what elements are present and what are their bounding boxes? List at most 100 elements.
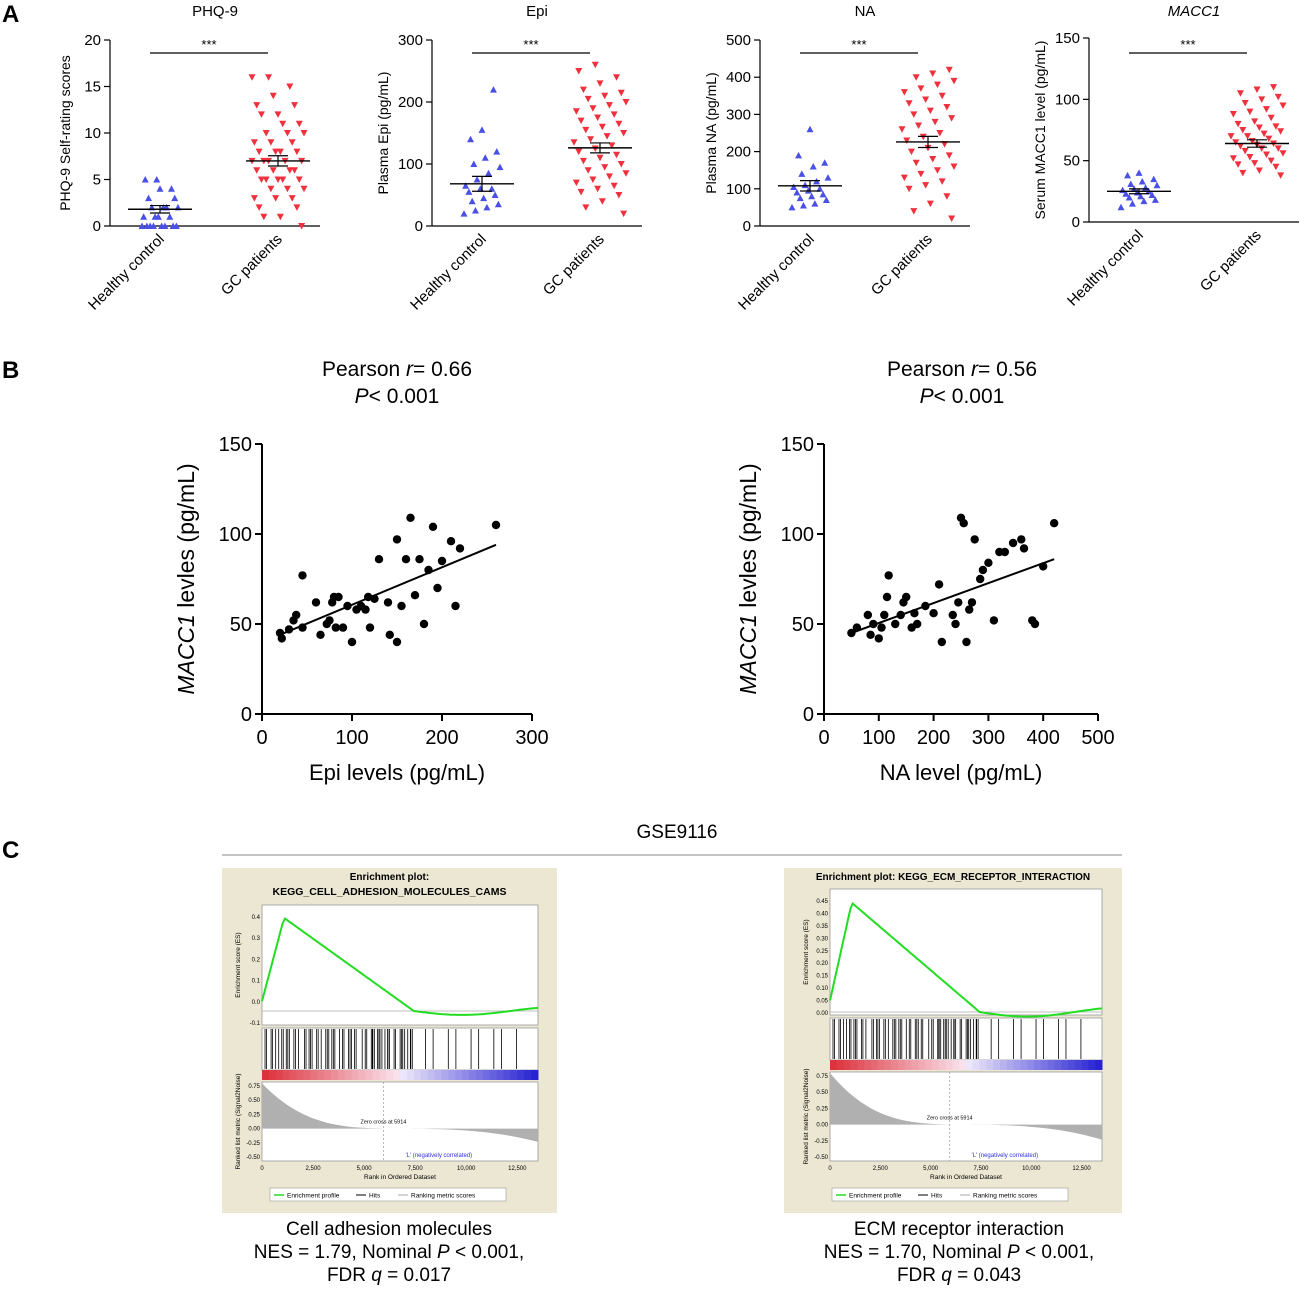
data-point (455, 544, 465, 553)
data-point (926, 107, 934, 115)
data-point (819, 190, 827, 198)
data-point (921, 601, 930, 611)
data-point (591, 61, 599, 69)
data-point (1236, 142, 1244, 150)
data-point (937, 637, 947, 647)
data-point (582, 126, 590, 134)
data-point (610, 182, 618, 190)
rank-tick-label: 12,500 (1072, 1166, 1091, 1172)
x-tick-label: 500 (1081, 727, 1114, 749)
data-point (900, 174, 908, 182)
data-point (615, 120, 623, 128)
data-point (1030, 619, 1040, 629)
data-point (598, 198, 606, 205)
x-category-label: GC patients (540, 231, 608, 299)
data-point (267, 185, 275, 193)
significance-label: *** (1180, 37, 1195, 52)
ranking-color-segment (289, 1070, 297, 1080)
panel-label-b: B (2, 357, 19, 384)
data-point (915, 122, 923, 130)
chart-title: NA (855, 3, 876, 20)
data-point (1153, 181, 1161, 189)
data-point (1142, 184, 1150, 191)
ranking-color-segment (1027, 1060, 1035, 1070)
y-tick-label: 0 (803, 704, 814, 726)
negative-correlation-label: 'L' (negatively correlated) (406, 1153, 473, 1159)
y-tick-label: 5 (93, 172, 101, 189)
y-axis-label: Serum MACC1 level (pg/mL) (1032, 41, 1048, 220)
data-point (158, 222, 166, 229)
data-point (1251, 118, 1259, 125)
data-point (572, 179, 580, 187)
data-point (151, 213, 159, 220)
data-point (325, 616, 334, 625)
data-point (424, 565, 433, 575)
data-point (298, 623, 307, 632)
ranking-color-segment (393, 1070, 401, 1080)
data-point (1148, 191, 1156, 199)
data-point (898, 126, 906, 133)
ranking-color-segment (864, 1060, 872, 1070)
data-point (605, 173, 613, 180)
data-point (311, 598, 321, 607)
enrichment-profile-line (829, 901, 1103, 1018)
data-point (415, 555, 424, 564)
legend-hits-label: Hits (931, 1193, 943, 1200)
data-point (467, 135, 475, 143)
data-point (790, 183, 798, 190)
data-point (1140, 197, 1148, 205)
es-tick-label: 0.40 (816, 911, 828, 917)
x-category-label: Healthy control (1064, 227, 1147, 310)
ranking-color-segment (434, 1070, 442, 1080)
p-value-label: P< 0.001 (355, 385, 440, 408)
gsea-caption-left: Cell adhesion molecules NES = 1.79, Nomi… (214, 1218, 564, 1287)
ranking-color-segment (1061, 1060, 1069, 1070)
ranking-metric-area (262, 1083, 538, 1142)
ranking-color-segment (830, 1060, 838, 1070)
y-axis-label: Plasma Epi (pg/mL) (375, 72, 391, 195)
ranking-color-segment (413, 1070, 422, 1080)
zero-cross-label: Zero cross at 5914 (361, 1120, 407, 1126)
data-point (601, 164, 609, 171)
data-point (959, 519, 968, 528)
data-point (811, 200, 819, 207)
data-point (1258, 145, 1266, 152)
data-point (866, 630, 875, 639)
data-point (896, 610, 905, 620)
dot-plot-a3: 0 100 200 300 400 500 NA Plasma NA (pg/mL) Healt… (703, 3, 970, 314)
zero-cross-label: Zero cross at 5914 (927, 1116, 973, 1122)
data-point (446, 537, 456, 546)
data-point (884, 571, 893, 580)
ranking-color-segment (510, 1070, 518, 1080)
data-point (1232, 139, 1240, 146)
data-point (1255, 124, 1263, 132)
ranking-color-segment (979, 1060, 987, 1070)
y-tick-label: 150 (219, 434, 252, 456)
ranking-color-segment (337, 1070, 346, 1080)
ranking-color-segment (918, 1060, 926, 1070)
rank-axis-label: Rank in Ordered Dataset (364, 1174, 436, 1181)
data-point (929, 609, 938, 618)
data-point (622, 99, 630, 106)
data-point (962, 637, 971, 647)
correlation-title: Pearson r= 0.56 (887, 358, 1037, 381)
data-point (253, 167, 261, 174)
data-point (460, 210, 468, 217)
data-point (882, 592, 892, 602)
data-point (1137, 192, 1145, 200)
chart-title: MACC1 (1168, 3, 1221, 20)
ranking-color-segment (503, 1070, 511, 1080)
data-point (577, 188, 585, 196)
ranking-color-segment (469, 1070, 477, 1080)
metric-tick-label: 0.25 (248, 1112, 260, 1118)
data-point (1265, 135, 1273, 143)
data-point (922, 96, 930, 104)
data-point (248, 74, 256, 81)
y-tick-label: 0 (743, 218, 751, 235)
data-point (594, 114, 602, 121)
y-tick-label: 10 (84, 125, 101, 142)
data-point (941, 141, 949, 148)
data-point (613, 151, 621, 159)
data-point (1239, 127, 1247, 134)
ranking-color-segment (489, 1070, 498, 1080)
